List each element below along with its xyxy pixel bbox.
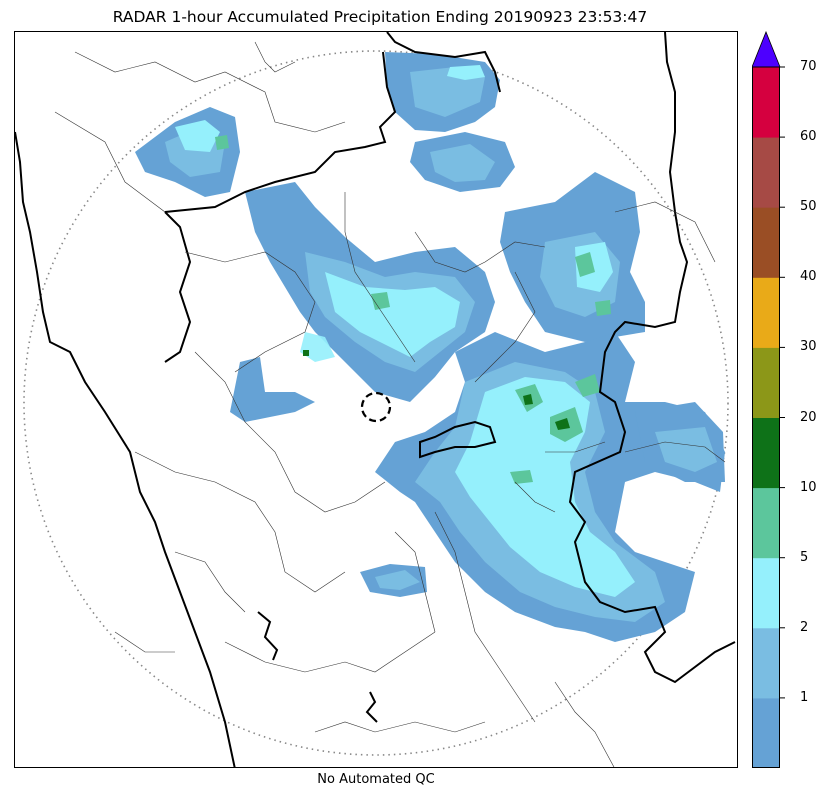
- precip-heavy: [175, 65, 635, 597]
- qc-note: No Automated QC: [317, 772, 435, 787]
- colorbar-swatch: [752, 137, 780, 208]
- colorbar-swatch: [752, 207, 780, 278]
- colorbar-frame: [752, 66, 780, 768]
- colorbar-tick-label: 50: [800, 199, 817, 215]
- colorbar: [752, 31, 796, 768]
- colorbar-swatch: [752, 627, 780, 699]
- colorbar-swatch: [752, 277, 780, 348]
- colorbar-swatch: [752, 417, 780, 489]
- colorbar-tick-label: 20: [800, 409, 817, 425]
- range-ring: [23, 50, 729, 756]
- colorbar-tick-label: 70: [800, 59, 817, 74]
- colorbar-tick-label: 30: [800, 339, 817, 355]
- state-boundaries: [15, 32, 736, 767]
- district-boundaries: [54, 41, 726, 767]
- colorbar-swatch: [752, 697, 780, 768]
- chart-title: RADAR 1-hour Accumulated Precipitation E…: [112, 8, 648, 26]
- colorbar-tick-label: 10: [800, 479, 817, 495]
- colorbar-tick-label: 60: [800, 129, 817, 145]
- colorbar-swatch: [752, 347, 780, 418]
- colorbar-swatch: [752, 487, 780, 559]
- colorbar-swatch: [752, 557, 780, 629]
- colorbar-tick-label: 1: [800, 689, 809, 705]
- colorbar-over-arrow: [752, 31, 781, 68]
- precip-intense: [303, 350, 570, 430]
- map-panel[interactable]: [14, 31, 738, 768]
- colorbar-tick-label: 2: [800, 619, 809, 635]
- colorbar-tick-label: 40: [800, 269, 817, 285]
- colorbar-tick-label: 5: [800, 549, 809, 565]
- radar-site-marker: [360, 391, 392, 423]
- radar-map: [15, 32, 736, 767]
- colorbar-swatches: [752, 31, 785, 768]
- colorbar-swatch: [752, 67, 780, 138]
